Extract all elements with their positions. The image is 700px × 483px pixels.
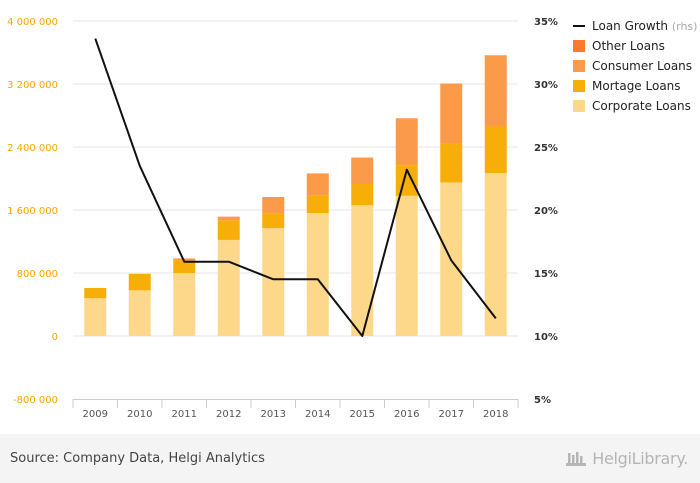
bar-segment	[173, 260, 196, 273]
legend-label: Loan Growth (rhs)	[592, 19, 697, 33]
bar-segment	[484, 126, 507, 173]
y-left-tick-label: 2 400 000	[7, 143, 58, 154]
bar-segment	[306, 213, 329, 336]
brand-logo: HelgiLibrary.	[565, 447, 688, 469]
legend-label: Consumer Loans	[592, 59, 692, 73]
bar-segment	[306, 195, 329, 214]
legend-label: Corporate Loans	[592, 99, 691, 113]
loan-growth-line	[94, 38, 497, 337]
x-tick-label: 2015	[350, 409, 375, 420]
bar-segment	[128, 290, 151, 336]
y-right-tick-label: 30%	[534, 80, 558, 91]
legend-swatch	[573, 100, 585, 112]
bar-segment	[484, 55, 507, 127]
bar-segment	[395, 195, 418, 336]
bar-segment	[262, 228, 285, 336]
y-right-tick-label: 15%	[534, 269, 558, 280]
legend-label: Mortage Loans	[592, 79, 681, 93]
y-left-tick-label: 3 200 000	[7, 80, 58, 91]
y-right-tick-label: 35%	[534, 17, 558, 28]
y-right-tick-label: 10%	[534, 332, 558, 343]
y-right-tick-label: 25%	[534, 143, 558, 154]
bar-segment	[262, 197, 285, 214]
legend-swatch	[573, 40, 585, 52]
footer: Source: Company Data, Helgi Analytics He…	[0, 434, 700, 483]
bar-segment	[84, 298, 107, 336]
x-tick-label: 2012	[216, 409, 241, 420]
y-left-tick-label: 1 600 000	[7, 206, 58, 217]
library-icon	[566, 452, 587, 466]
source-note: Source: Company Data, Helgi Analytics	[10, 451, 265, 466]
x-tick-label: 2017	[439, 409, 464, 420]
bar-segment	[173, 273, 196, 336]
y-right-tick-label: 5%	[534, 395, 551, 406]
x-tick-label: 2009	[83, 409, 108, 420]
x-tick-label: 2011	[172, 409, 197, 420]
bar-segment	[217, 220, 240, 240]
y-left-tick-label: 0	[52, 332, 58, 343]
brand-name: HelgiLibrary.	[592, 448, 688, 468]
x-tick-label: 2014	[305, 409, 330, 420]
bar-segment	[306, 173, 329, 196]
bar-segment	[351, 158, 374, 185]
bar-segment	[351, 205, 374, 336]
bar-segment	[84, 287, 107, 299]
bar-segment	[484, 172, 507, 336]
chart: -800 000 0 800 000 1 600 000 2 400 000 3 200 …	[7, 17, 697, 420]
bar-segment	[440, 143, 463, 183]
x-tick-label: 2016	[394, 409, 419, 420]
legend-swatch	[573, 60, 585, 72]
bar-segment	[440, 84, 463, 144]
x-tick-label: 2018	[483, 409, 508, 420]
bar-segment	[395, 118, 418, 166]
bar-segment	[262, 213, 285, 229]
y-left-tick-label: 800 000	[17, 269, 58, 280]
x-tick-label: 2013	[261, 409, 286, 420]
x-tick-label: 2010	[127, 409, 152, 420]
bar-segment	[217, 239, 240, 336]
y-right-tick-label: 20%	[534, 206, 558, 217]
bar-segment	[217, 217, 240, 221]
y-left-tick-label: 4 000 000	[7, 17, 58, 28]
bar-segment	[128, 273, 151, 291]
legend-swatch	[573, 80, 585, 92]
bar-segment	[351, 184, 374, 206]
y-left-tick-label: -800 000	[13, 395, 58, 406]
legend-label: Other Loans	[592, 39, 665, 53]
legend-rhs-note: (rhs)	[672, 20, 698, 33]
